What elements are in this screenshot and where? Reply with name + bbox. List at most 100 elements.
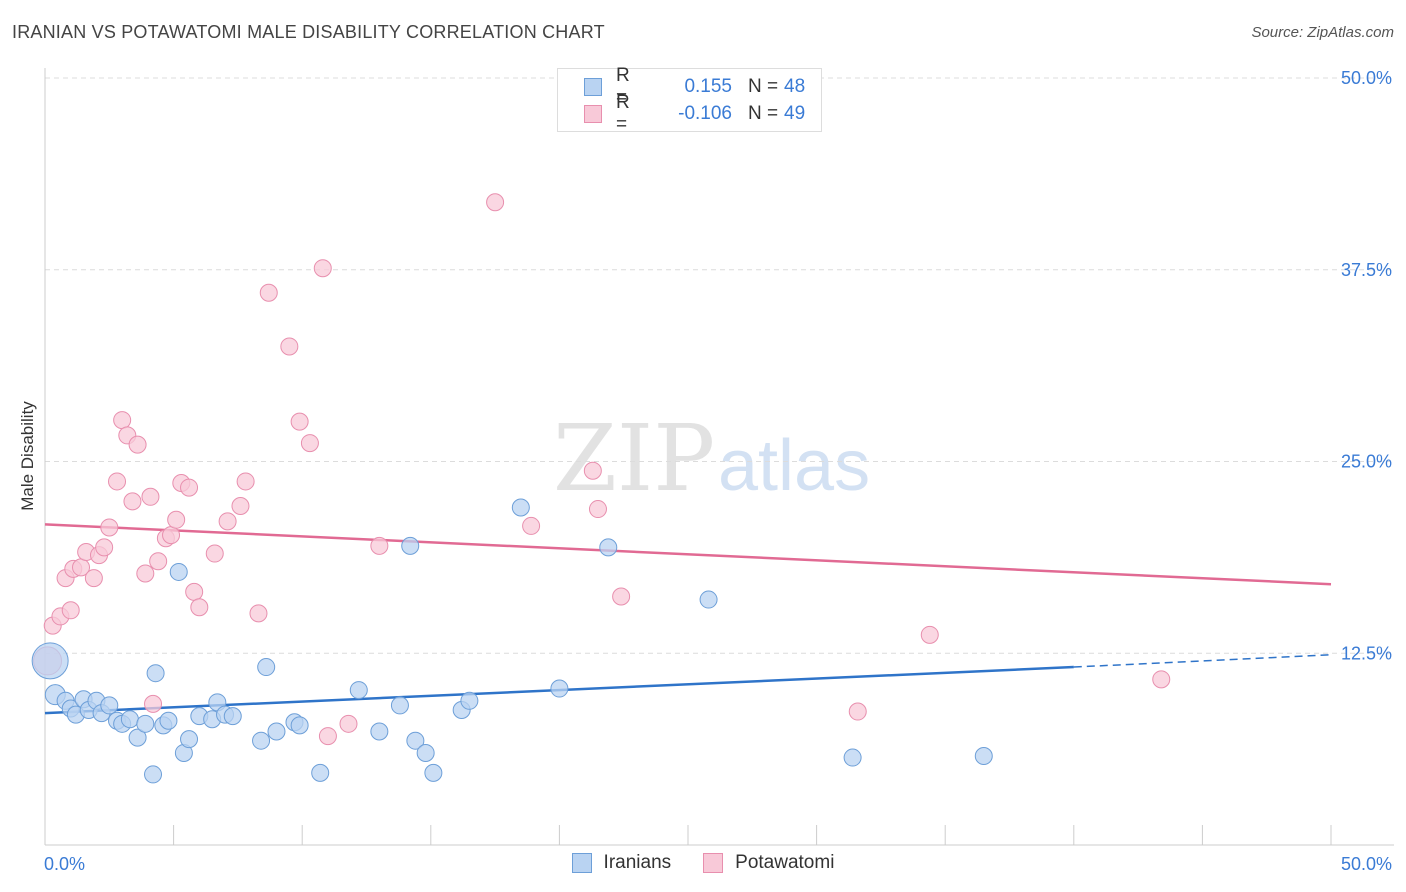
watermark: ZIP atlas [553,405,870,512]
data-points [31,193,1171,784]
iranians-point [349,681,368,700]
potawatomi-point [249,604,268,623]
series-legend: Iranians Potawatomi [0,852,1406,874]
iranians-swatch [584,78,602,96]
r-value: -0.106 [678,103,732,124]
n-value: 49 [784,103,806,124]
potawatomi-point [920,625,939,644]
potawatomi-point [144,694,163,713]
potawatomi-point [1152,670,1171,689]
potawatomi-point [290,412,309,431]
source-label: Source: ZipAtlas.com [1251,24,1394,41]
iranians-point [252,731,271,750]
potawatomi-point [136,564,155,583]
iranians-point [406,731,425,750]
iranians-trend-extension [1073,654,1332,668]
potawatomi-point [128,435,147,454]
potawatomi-point [113,411,132,430]
potawatomi-point [259,283,278,302]
iranians-point [843,748,862,767]
iranians-point [31,642,69,680]
iranians-point [390,696,409,715]
potawatomi-trend-line [44,523,1332,586]
iranians-point [169,562,188,581]
iranians-point [290,716,309,735]
iranians-point [136,714,155,733]
potawatomi-point [313,259,332,278]
iranians-point [511,498,530,517]
iranians-point [144,765,163,784]
r-label: R = [616,92,630,135]
y-tick-label: 25.0% [1341,452,1392,472]
iranians-point [401,536,420,555]
legend-label-potawatomi: Potawatomi [735,852,835,873]
grid-lines [45,77,1394,654]
iranians-point [699,590,718,609]
correlation-legend: R = 0.155 N = 48 R = -0.106 N = 49 [557,65,822,135]
trend-lines [44,523,1332,715]
n-value: 48 [784,76,806,97]
potawatomi-point [522,516,541,535]
potawatomi-point [95,538,114,557]
iranians-point [550,679,569,698]
legend-label-iranians: Iranians [603,852,672,873]
iranians-point [460,691,479,710]
potawatomi-point [167,510,186,529]
iranians-point [599,538,618,557]
potawatomi-point [339,714,358,733]
iranians-swatch [571,853,592,873]
potawatomi-point [583,461,602,480]
iranians-point [159,711,178,730]
iranians-point [120,710,139,729]
iranians-point [223,707,242,726]
potawatomi-swatch [584,105,602,123]
potawatomi-point [612,587,631,606]
legend-item-iranians: Iranians [571,852,672,874]
iranians-point [146,664,165,683]
iranians-point [100,696,119,715]
iranians-point [257,658,276,677]
potawatomi-point [61,601,80,620]
potawatomi-point [162,526,181,545]
potawatomi-point [486,193,505,212]
iranians-point [416,743,435,762]
chart-title: IRANIAN VS POTAWATOMI MALE DISABILITY CO… [12,22,605,42]
y-tick-label: 12.5% [1341,643,1392,663]
x-tick-label: 0.0% [44,854,85,874]
axes [44,68,1394,846]
legend-row-iranians: R = 0.155 N = 48 [584,65,806,108]
potawatomi-point [848,702,867,721]
y-tick-label: 50.0% [1341,68,1392,88]
potawatomi-point [300,434,319,453]
potawatomi-point [149,552,168,571]
potawatomi-point [318,727,337,746]
potawatomi-swatch [703,853,724,873]
x-tick-label: 50.0% [1341,854,1392,874]
r-value: 0.155 [684,76,732,97]
iranians-point [370,722,389,741]
potawatomi-point [370,536,389,555]
potawatomi-point [108,472,127,491]
potawatomi-point [180,478,199,497]
potawatomi-point [205,544,224,563]
watermark-atlas: atlas [718,426,870,506]
potawatomi-point [123,492,142,511]
y-axis-label: Male Disability [18,401,37,511]
watermark-zip: ZIP [553,405,715,512]
tick-labels: 12.5% 25.0% 37.5% 50.0% 0.0% 50.0% [44,68,1392,874]
potawatomi-point [84,569,103,588]
potawatomi-point [218,512,237,531]
legend-row-potawatomi: R = -0.106 N = 49 [584,92,806,135]
potawatomi-point [231,496,250,515]
iranians-point [267,722,286,741]
iranians-point [311,763,330,782]
n-label: N = [748,76,779,97]
y-tick-label: 37.5% [1341,260,1392,280]
iranians-point [128,728,147,747]
potawatomi-point [190,598,209,617]
iranians-point [424,763,443,782]
potawatomi-point [236,472,255,491]
potawatomi-point [141,487,160,506]
r-label: R = [616,65,630,108]
